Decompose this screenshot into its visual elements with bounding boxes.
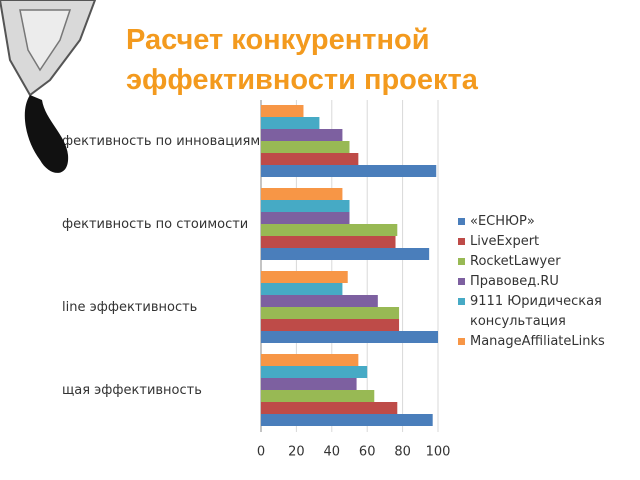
legend-label: ManageAffiliateLinks bbox=[470, 334, 605, 349]
legend-swatch bbox=[458, 258, 465, 265]
bar bbox=[261, 105, 304, 117]
bar bbox=[261, 402, 398, 414]
bar bbox=[261, 319, 400, 331]
bar bbox=[261, 378, 357, 390]
bar bbox=[261, 366, 368, 378]
category-label: line эффективность bbox=[62, 300, 197, 315]
legend-swatch bbox=[458, 218, 465, 225]
bar bbox=[261, 414, 433, 426]
slide-title: Расчет конкурентной эффективности проект… bbox=[126, 24, 478, 96]
bar bbox=[261, 117, 320, 129]
legend-swatch bbox=[458, 278, 465, 285]
legend-swatch bbox=[458, 338, 465, 345]
pen-decoration bbox=[0, 0, 97, 173]
bar bbox=[261, 200, 350, 212]
bar bbox=[261, 188, 343, 200]
legend-entry: Правовед.RU bbox=[458, 272, 630, 292]
bar bbox=[261, 295, 378, 307]
bar bbox=[261, 248, 430, 260]
legend-entry: 9111 Юридическая консультация bbox=[458, 292, 630, 332]
bar bbox=[261, 331, 438, 343]
bar bbox=[261, 212, 350, 224]
x-tick-label: 40 bbox=[324, 445, 341, 460]
bar bbox=[261, 271, 348, 283]
x-tick-label: 60 bbox=[359, 445, 376, 460]
bar bbox=[261, 165, 437, 177]
x-tick-label: 100 bbox=[426, 445, 451, 460]
x-tick-label: 0 bbox=[257, 445, 265, 460]
legend-swatch bbox=[458, 238, 465, 245]
legend-label: «ЕСНЮР» bbox=[470, 214, 535, 229]
bar bbox=[261, 390, 375, 402]
legend-entry: LiveExpert bbox=[458, 232, 630, 252]
bar bbox=[261, 129, 343, 141]
legend-entry: ManageAffiliateLinks bbox=[458, 332, 630, 352]
bar bbox=[261, 153, 359, 165]
bar bbox=[261, 283, 343, 295]
bar bbox=[261, 236, 396, 248]
x-tick-label: 20 bbox=[288, 445, 305, 460]
legend-label: RocketLawyer bbox=[470, 254, 561, 269]
category-label: щая эффективность bbox=[62, 383, 202, 398]
legend-swatch bbox=[458, 298, 465, 305]
legend-entry: RocketLawyer bbox=[458, 252, 630, 272]
bar bbox=[261, 224, 398, 236]
bar bbox=[261, 354, 359, 366]
legend-entry: «ЕСНЮР» bbox=[458, 212, 630, 232]
legend-label: Правовед.RU bbox=[470, 274, 559, 289]
bar bbox=[261, 141, 350, 153]
legend-label: LiveExpert bbox=[470, 234, 540, 249]
legend-label: 9111 Юридическая консультация bbox=[470, 294, 602, 329]
x-tick-label: 80 bbox=[394, 445, 411, 460]
bar bbox=[261, 307, 400, 319]
category-label: фективность по инновациям bbox=[62, 134, 260, 149]
category-label: фективность по стоимости bbox=[62, 217, 248, 232]
